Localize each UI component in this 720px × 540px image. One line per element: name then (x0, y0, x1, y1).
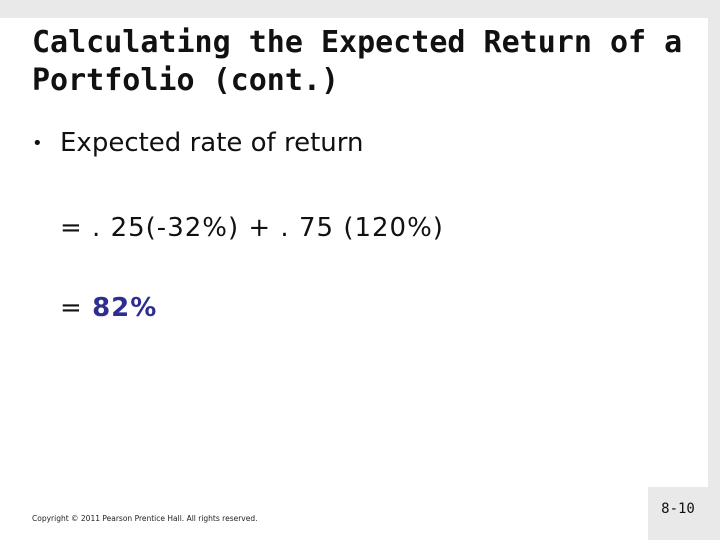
bullet: • Expected rate of return (32, 128, 363, 158)
page-number-box: 8-10 (648, 487, 708, 540)
slide: Calculating the Expected Return of a Por… (0, 18, 708, 540)
bullet-text: Expected rate of return (60, 128, 364, 158)
equals-sign: = (60, 293, 83, 323)
slide-title: Calculating the Expected Return of a Por… (32, 25, 683, 98)
formula-line: = . 25(-32%) + . 75 (120%) (60, 213, 444, 243)
bullet-dot: • (32, 133, 43, 154)
result-value: 82% (92, 293, 158, 323)
result-line: = 82% (60, 293, 157, 323)
copyright: Copyright © 2011 Pearson Prentice Hall. … (32, 514, 258, 523)
page-number: 8-10 (661, 501, 695, 517)
